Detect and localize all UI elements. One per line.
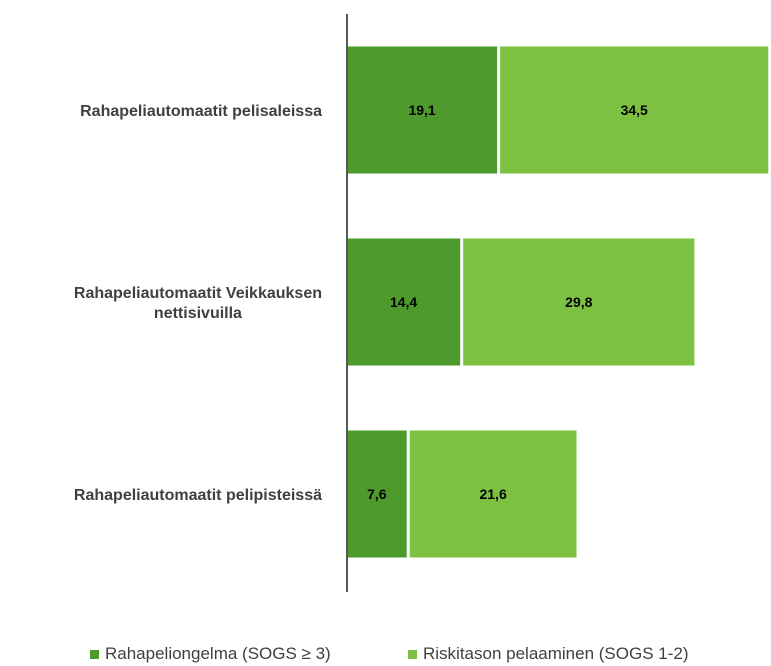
legend-swatch-1 — [90, 650, 99, 659]
bar-segment-1-row-1 — [347, 46, 498, 174]
legend-label-1: Rahapeliongelma (SOGS ≥ 3) — [105, 644, 331, 663]
data-label: 21,6 — [479, 486, 506, 502]
bar-segment-2-row-1 — [500, 46, 769, 174]
bar-segment-1-row-2 — [347, 238, 461, 366]
legend-label-2: Riskitason pelaaminen (SOGS 1-2) — [423, 644, 689, 663]
bar-segment-2-row-2 — [463, 238, 695, 366]
category-labels: Rahapeliautomaatit pelisaleissa Rahapelia… — [74, 103, 322, 504]
bars-layer: 19,1 34,5 14,4 29,8 7,6 21,6 — [347, 46, 769, 558]
category-label: nettisivuilla — [154, 305, 242, 322]
data-label: 7,6 — [367, 486, 387, 502]
bar-segment-2-row-3 — [409, 430, 577, 558]
category-label: Rahapeliautomaatit Veikkauksen — [74, 285, 322, 302]
category-label: Rahapeliautomaatit pelipisteissä — [74, 487, 322, 504]
data-label: 14,4 — [390, 294, 417, 310]
category-label: Rahapeliautomaatit pelisaleissa — [80, 103, 322, 120]
bar-segment-1-row-3 — [347, 430, 407, 558]
data-label: 19,1 — [408, 102, 435, 118]
data-label: 29,8 — [565, 294, 592, 310]
legend: Rahapeliongelma (SOGS ≥ 3) Riskitason pel… — [90, 644, 689, 663]
legend-swatch-2 — [408, 650, 417, 659]
data-label: 34,5 — [621, 102, 648, 118]
